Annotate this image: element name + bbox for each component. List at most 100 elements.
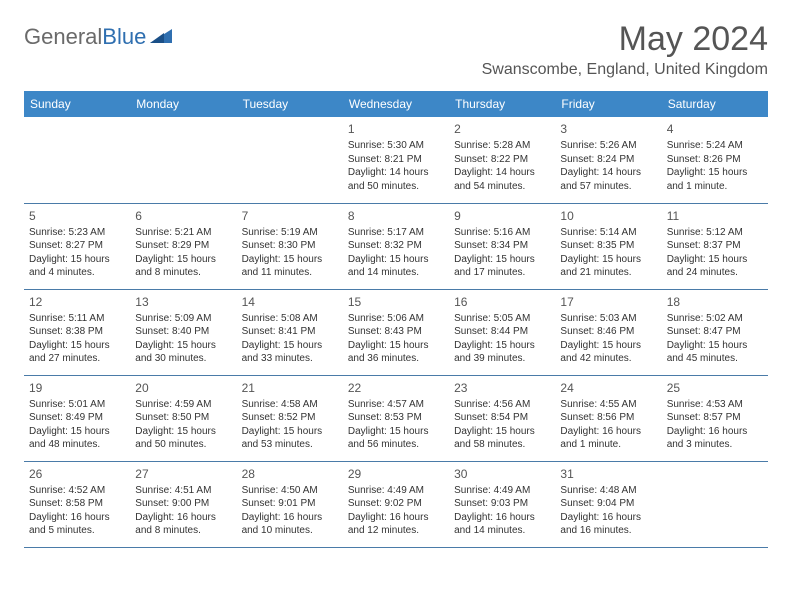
daylight2-text: and 8 minutes.: [135, 524, 231, 538]
daylight1-text: Daylight: 15 hours: [454, 253, 550, 267]
day-number: 28: [242, 466, 338, 482]
sunset-text: Sunset: 8:50 PM: [135, 411, 231, 425]
day-cell: 2Sunrise: 5:28 AMSunset: 8:22 PMDaylight…: [449, 117, 555, 203]
day-number: 1: [348, 121, 444, 137]
daylight2-text: and 57 minutes.: [560, 180, 656, 194]
sunset-text: Sunset: 8:44 PM: [454, 325, 550, 339]
logo: GeneralBlue: [24, 24, 172, 50]
day-cell: 25Sunrise: 4:53 AMSunset: 8:57 PMDayligh…: [662, 375, 768, 461]
sunset-text: Sunset: 8:26 PM: [667, 153, 763, 167]
sunrise-text: Sunrise: 5:12 AM: [667, 226, 763, 240]
daylight1-text: Daylight: 16 hours: [454, 511, 550, 525]
day-number: 15: [348, 294, 444, 310]
daylight2-text: and 5 minutes.: [29, 524, 125, 538]
sunset-text: Sunset: 8:29 PM: [135, 239, 231, 253]
daylight2-text: and 36 minutes.: [348, 352, 444, 366]
sunrise-text: Sunrise: 5:16 AM: [454, 226, 550, 240]
daylight1-text: Daylight: 16 hours: [135, 511, 231, 525]
sunset-text: Sunset: 8:24 PM: [560, 153, 656, 167]
sunset-text: Sunset: 8:32 PM: [348, 239, 444, 253]
sunrise-text: Sunrise: 4:50 AM: [242, 484, 338, 498]
daylight2-text: and 27 minutes.: [29, 352, 125, 366]
day-cell: 16Sunrise: 5:05 AMSunset: 8:44 PMDayligh…: [449, 289, 555, 375]
daylight2-text: and 24 minutes.: [667, 266, 763, 280]
sunset-text: Sunset: 8:54 PM: [454, 411, 550, 425]
sunset-text: Sunset: 8:58 PM: [29, 497, 125, 511]
day-cell: 9Sunrise: 5:16 AMSunset: 8:34 PMDaylight…: [449, 203, 555, 289]
daylight2-text: and 53 minutes.: [242, 438, 338, 452]
daylight2-text: and 21 minutes.: [560, 266, 656, 280]
day-cell: 22Sunrise: 4:57 AMSunset: 8:53 PMDayligh…: [343, 375, 449, 461]
day-cell: 13Sunrise: 5:09 AMSunset: 8:40 PMDayligh…: [130, 289, 236, 375]
day-number: 6: [135, 208, 231, 224]
header: GeneralBlue May 2024 Swanscombe, England…: [24, 20, 768, 79]
day-number: 8: [348, 208, 444, 224]
day-header: Thursday: [449, 91, 555, 117]
sunrise-text: Sunrise: 4:52 AM: [29, 484, 125, 498]
day-number: 22: [348, 380, 444, 396]
day-cell: [237, 117, 343, 203]
day-header: Monday: [130, 91, 236, 117]
day-cell: 12Sunrise: 5:11 AMSunset: 8:38 PMDayligh…: [24, 289, 130, 375]
sunrise-text: Sunrise: 4:55 AM: [560, 398, 656, 412]
week-row: 5Sunrise: 5:23 AMSunset: 8:27 PMDaylight…: [24, 203, 768, 289]
daylight2-text: and 45 minutes.: [667, 352, 763, 366]
daylight2-text: and 12 minutes.: [348, 524, 444, 538]
sunset-text: Sunset: 8:52 PM: [242, 411, 338, 425]
day-number: 5: [29, 208, 125, 224]
daylight2-text: and 42 minutes.: [560, 352, 656, 366]
day-cell: 15Sunrise: 5:06 AMSunset: 8:43 PMDayligh…: [343, 289, 449, 375]
sunset-text: Sunset: 9:04 PM: [560, 497, 656, 511]
daylight1-text: Daylight: 16 hours: [29, 511, 125, 525]
daylight2-text: and 1 minute.: [560, 438, 656, 452]
day-cell: 28Sunrise: 4:50 AMSunset: 9:01 PMDayligh…: [237, 461, 343, 547]
sunrise-text: Sunrise: 5:02 AM: [667, 312, 763, 326]
day-cell: 11Sunrise: 5:12 AMSunset: 8:37 PMDayligh…: [662, 203, 768, 289]
daylight1-text: Daylight: 15 hours: [242, 425, 338, 439]
sunrise-text: Sunrise: 4:51 AM: [135, 484, 231, 498]
daylight1-text: Daylight: 15 hours: [560, 339, 656, 353]
daylight2-text: and 56 minutes.: [348, 438, 444, 452]
daylight1-text: Daylight: 15 hours: [135, 339, 231, 353]
daylight1-text: Daylight: 15 hours: [560, 253, 656, 267]
day-cell: 21Sunrise: 4:58 AMSunset: 8:52 PMDayligh…: [237, 375, 343, 461]
day-number: 11: [667, 208, 763, 224]
day-number: 4: [667, 121, 763, 137]
sunrise-text: Sunrise: 5:01 AM: [29, 398, 125, 412]
daylight2-text: and 50 minutes.: [348, 180, 444, 194]
day-header: Friday: [555, 91, 661, 117]
day-number: 27: [135, 466, 231, 482]
sunset-text: Sunset: 8:57 PM: [667, 411, 763, 425]
day-number: 24: [560, 380, 656, 396]
day-number: 30: [454, 466, 550, 482]
title-block: May 2024 Swanscombe, England, United Kin…: [482, 20, 768, 79]
day-number: 17: [560, 294, 656, 310]
day-cell: 20Sunrise: 4:59 AMSunset: 8:50 PMDayligh…: [130, 375, 236, 461]
daylight1-text: Daylight: 15 hours: [454, 425, 550, 439]
daylight2-text: and 50 minutes.: [135, 438, 231, 452]
daylight1-text: Daylight: 16 hours: [348, 511, 444, 525]
sunrise-text: Sunrise: 4:53 AM: [667, 398, 763, 412]
sunrise-text: Sunrise: 4:56 AM: [454, 398, 550, 412]
day-header: Tuesday: [237, 91, 343, 117]
day-cell: 1Sunrise: 5:30 AMSunset: 8:21 PMDaylight…: [343, 117, 449, 203]
sunset-text: Sunset: 8:21 PM: [348, 153, 444, 167]
daylight1-text: Daylight: 15 hours: [29, 339, 125, 353]
sunset-text: Sunset: 8:38 PM: [29, 325, 125, 339]
day-number: 14: [242, 294, 338, 310]
daylight1-text: Daylight: 16 hours: [667, 425, 763, 439]
day-number: 10: [560, 208, 656, 224]
sunrise-text: Sunrise: 4:49 AM: [348, 484, 444, 498]
sunrise-text: Sunrise: 5:17 AM: [348, 226, 444, 240]
day-cell: 31Sunrise: 4:48 AMSunset: 9:04 PMDayligh…: [555, 461, 661, 547]
day-cell: 10Sunrise: 5:14 AMSunset: 8:35 PMDayligh…: [555, 203, 661, 289]
sunrise-text: Sunrise: 5:24 AM: [667, 139, 763, 153]
sunset-text: Sunset: 9:01 PM: [242, 497, 338, 511]
day-header-row: Sunday Monday Tuesday Wednesday Thursday…: [24, 91, 768, 117]
sunset-text: Sunset: 8:43 PM: [348, 325, 444, 339]
daylight2-text: and 8 minutes.: [135, 266, 231, 280]
daylight2-text: and 39 minutes.: [454, 352, 550, 366]
sunrise-text: Sunrise: 4:58 AM: [242, 398, 338, 412]
daylight2-text: and 58 minutes.: [454, 438, 550, 452]
sunset-text: Sunset: 9:03 PM: [454, 497, 550, 511]
